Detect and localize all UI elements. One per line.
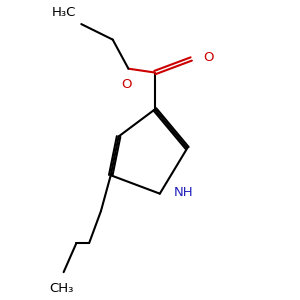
Text: NH: NH bbox=[174, 186, 193, 199]
Text: O: O bbox=[203, 50, 214, 64]
Text: H₃C: H₃C bbox=[52, 6, 76, 19]
Text: O: O bbox=[121, 78, 132, 92]
Text: CH₃: CH₃ bbox=[50, 282, 74, 295]
